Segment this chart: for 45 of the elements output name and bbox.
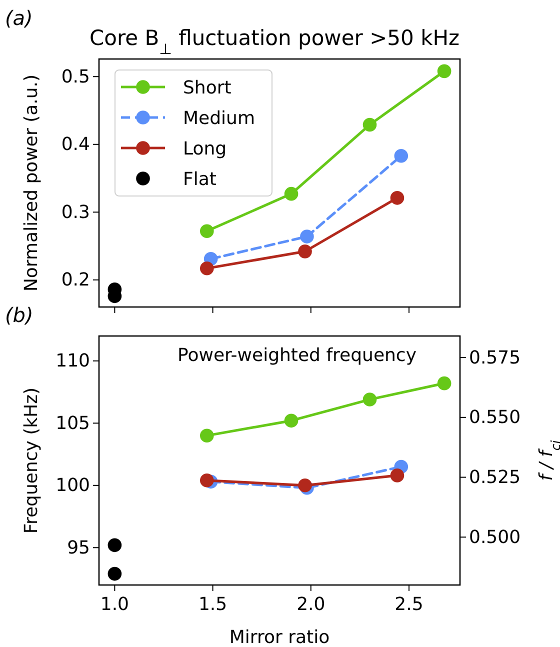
y2-tick-label: 0.550 [469, 407, 521, 428]
y2-tick-label: 0.525 [469, 467, 521, 488]
x-tick-label: 2.0 [296, 594, 326, 616]
y2-tick-label: 0.500 [469, 526, 521, 548]
point [284, 186, 298, 201]
point [108, 538, 122, 552]
y-tick-label: 0.5 [61, 66, 90, 88]
x-tick-label: 1.0 [100, 594, 130, 616]
legend-label: Flat [183, 168, 216, 190]
y-tick-label: 0.3 [61, 202, 90, 223]
point [298, 478, 312, 492]
point [108, 566, 122, 581]
y-axis-title: Normalized power (a.u.) [21, 74, 42, 292]
point [437, 376, 452, 390]
point [200, 261, 214, 276]
legend-label: Short [183, 77, 232, 98]
point [200, 428, 214, 442]
y-tick-label: 110 [56, 350, 90, 372]
chart-title: Core B$_{⊥}$ fluctuation power >50 kHz [89, 26, 460, 58]
text: (b) [5, 303, 34, 327]
text: Power-weighted frequency [178, 345, 417, 366]
point [390, 191, 404, 205]
point [362, 118, 377, 132]
point [362, 392, 377, 406]
point [394, 149, 408, 163]
y-tick-label: 95 [67, 537, 90, 558]
y-tick-label: 0.2 [61, 270, 90, 291]
legend-label: Medium [183, 108, 255, 129]
y-tick-label: 105 [56, 412, 90, 434]
y2-tick-label: 0.575 [469, 347, 521, 368]
text: (a) [5, 6, 33, 30]
point [437, 64, 452, 78]
point [200, 224, 214, 238]
x-axis-title: Mirror ratio [229, 627, 330, 647]
x-tick-label: 2.5 [394, 594, 424, 616]
point [298, 244, 312, 258]
x-tick-label: 1.5 [198, 594, 228, 616]
point [284, 414, 298, 428]
y-tick-label: 100 [56, 475, 90, 496]
y-tick-label: 0.4 [61, 134, 90, 156]
point [390, 468, 404, 482]
y-axis-title: Frequency (kHz) [21, 387, 42, 534]
point [300, 230, 314, 244]
legend-label: Long [183, 138, 227, 160]
point [200, 474, 214, 488]
